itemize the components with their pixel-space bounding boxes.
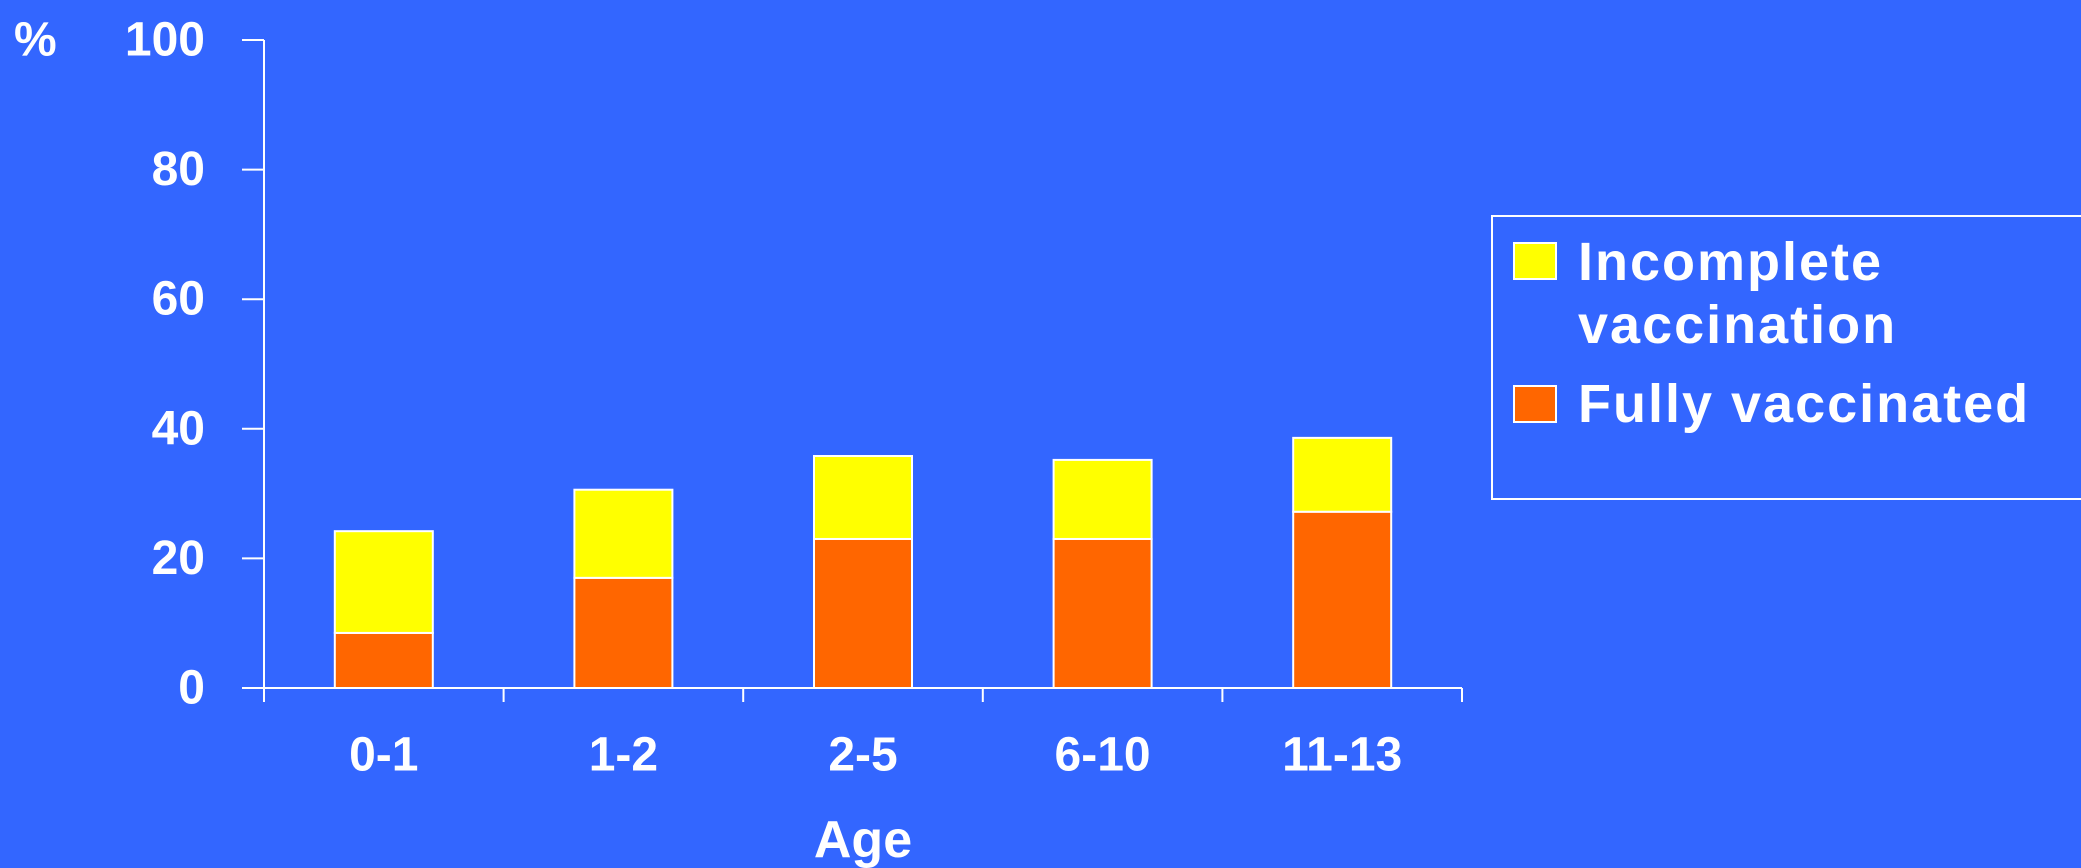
bar-incomplete-vaccination-1-2 <box>573 488 674 579</box>
y-tick-label-100: 100 <box>125 14 205 67</box>
y-tick-label-0: 0 <box>178 662 205 715</box>
y-tick-label-60: 60 <box>152 273 205 326</box>
bar-fully-vaccinated-11-13 <box>1292 510 1393 689</box>
plot-area <box>333 436 1393 690</box>
y-tick-label-80: 80 <box>152 143 205 196</box>
bar-incomplete-vaccination-11-13 <box>1292 436 1393 513</box>
bar-fully-vaccinated-0-1 <box>333 631 434 689</box>
bar-incomplete-vaccination-0-1 <box>333 530 434 634</box>
bar-fully-vaccinated-6-10 <box>1052 537 1153 690</box>
x-tick-label-6-10: 6-10 <box>1055 729 1151 782</box>
x-axis: 0-1 1-2 2-5 6-10 11-13 Age <box>263 687 1463 868</box>
bar-fully-vaccinated-2-5 <box>813 537 913 690</box>
legend-label-0-0: Incomplete <box>1578 232 1883 292</box>
y-axis-label: % <box>14 14 57 67</box>
bar-fully-vaccinated-1-2 <box>573 576 674 690</box>
x-axis-title: Age <box>814 811 912 868</box>
bar-incomplete-vaccination-2-5 <box>813 455 913 540</box>
legend-swatch-1 <box>1513 385 1557 423</box>
legend-swatch-0 <box>1513 242 1557 280</box>
legend-label-0-1: vaccination <box>1578 295 1897 355</box>
y-tick-label-20: 20 <box>152 532 205 585</box>
x-tick-label-0-1: 0-1 <box>349 729 418 782</box>
x-tick-label-2-5: 2-5 <box>828 729 897 782</box>
x-tick-label-1-2: 1-2 <box>589 729 658 782</box>
y-tick-label-40: 40 <box>152 402 205 455</box>
bar-incomplete-vaccination-6-10 <box>1052 458 1153 540</box>
legend-box <box>1491 215 2081 500</box>
y-axis: 0 20 40 60 80 100% <box>14 14 265 715</box>
x-tick-label-11-13: 11-13 <box>1282 729 1402 782</box>
legend-label-1-0: Fully vaccinated <box>1578 374 2030 434</box>
